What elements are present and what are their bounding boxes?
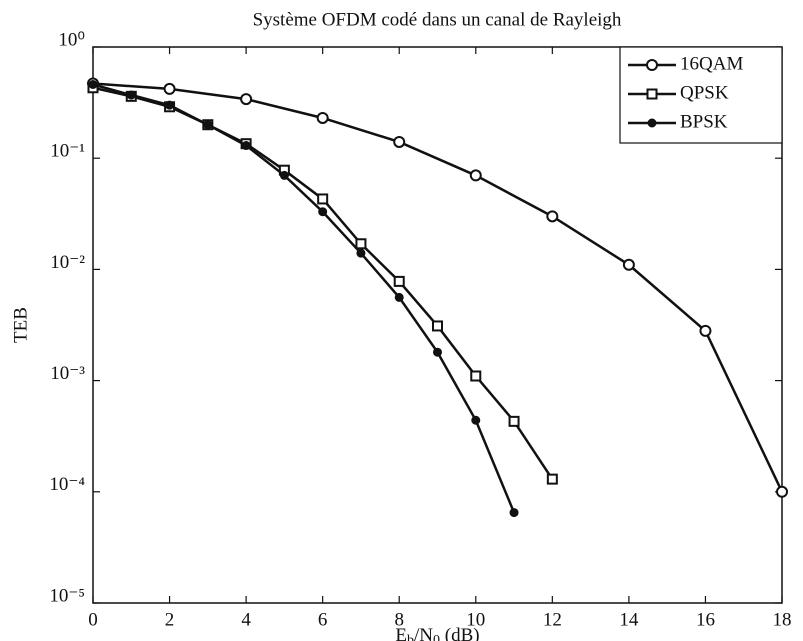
- legend-marker: [646, 59, 658, 71]
- data-point: [240, 93, 253, 106]
- x-axis-label-part: (dB): [440, 625, 480, 641]
- data-point: [776, 485, 788, 498]
- y-tick-label: 10⁻¹: [50, 141, 85, 162]
- series-line: [92, 82, 784, 493]
- data-point: [279, 170, 289, 180]
- data-point: [622, 258, 635, 271]
- y-tick-label: 10⁰: [58, 29, 85, 50]
- plot-frame: [92, 46, 783, 604]
- data-point: [88, 80, 98, 90]
- data-point: [546, 210, 559, 223]
- data-point: [433, 347, 442, 357]
- legend-label: BPSK: [680, 111, 728, 132]
- series-line: [92, 83, 516, 514]
- x-tick-label: 0: [88, 609, 98, 630]
- data-point: [203, 120, 213, 130]
- y-tick-label: 10⁻⁵: [49, 585, 85, 606]
- data-point: [355, 238, 367, 250]
- x-tick-label: 16: [696, 609, 715, 630]
- x-axis-label-part: E: [395, 625, 407, 641]
- x-tick-label: 8: [394, 609, 404, 630]
- data-point: [241, 141, 251, 151]
- data-point: [393, 135, 406, 148]
- data-point: [126, 90, 136, 100]
- legend-marker: [646, 88, 658, 100]
- y-axis-label: TEB: [10, 307, 31, 343]
- x-tick-label: 2: [165, 609, 175, 630]
- data-point: [165, 100, 175, 110]
- x-tick-label: 12: [543, 609, 562, 630]
- legend-label: QPSK: [680, 82, 729, 103]
- data-point: [471, 415, 481, 425]
- x-axis-label: Eb/N0 (dB): [395, 625, 479, 641]
- data-point: [317, 193, 329, 205]
- y-tick-label: 10⁻⁴: [49, 474, 85, 495]
- data-point: [432, 320, 443, 332]
- data-point: [393, 275, 405, 287]
- chart-title: Système OFDM codé dans un canal de Rayle…: [253, 9, 622, 30]
- legend-marker: [647, 118, 657, 128]
- y-tick-label: 10⁻²: [50, 252, 85, 273]
- data-point: [163, 82, 176, 95]
- x-axis-label-part: b: [407, 633, 414, 641]
- data-point: [469, 169, 482, 182]
- data-point: [546, 473, 558, 485]
- x-tick-label: 18: [773, 609, 792, 630]
- data-point: [508, 415, 520, 427]
- x-tick-label: 6: [318, 609, 328, 630]
- data-point: [699, 324, 712, 337]
- data-point: [356, 248, 366, 258]
- data-point: [318, 207, 328, 217]
- data-point: [394, 292, 404, 302]
- legend-label: 16QAM: [680, 53, 743, 74]
- x-tick-label: 4: [241, 609, 251, 630]
- data-point: [509, 508, 519, 518]
- x-axis-label-part: /N: [414, 625, 433, 641]
- y-tick-label: 10⁻³: [50, 363, 85, 384]
- x-axis-label-part: 0: [433, 633, 440, 641]
- data-point: [470, 370, 482, 382]
- x-tick-label: 10: [466, 609, 485, 630]
- x-tick-label: 14: [619, 609, 639, 630]
- data-point: [316, 111, 329, 124]
